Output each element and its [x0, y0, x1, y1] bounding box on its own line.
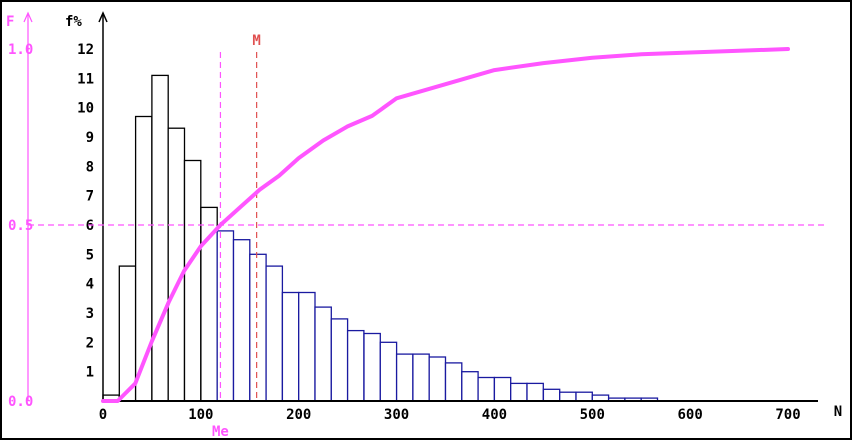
histogram-bar — [395, 353, 414, 402]
axis-label-f-percent: f% — [65, 14, 82, 30]
histogram-bar — [575, 391, 593, 402]
axis-label-N: N — [834, 404, 842, 420]
histogram-bar — [249, 253, 267, 402]
f-tick-label: 7 — [86, 189, 94, 205]
histogram-bar — [379, 341, 398, 402]
histogram-bar — [444, 362, 463, 402]
x-tick-label: 700 — [775, 407, 800, 423]
histogram-bar — [428, 356, 447, 402]
f-tick-label: 9 — [86, 130, 94, 146]
f-tick-label: 6 — [86, 218, 94, 234]
histogram-bar — [298, 291, 316, 402]
F-tick-label: 0.0 — [8, 394, 33, 410]
x-tick-label: 300 — [384, 407, 409, 423]
histogram-bar — [265, 265, 284, 402]
x-tick-label: 100 — [188, 407, 213, 423]
histogram-bar — [216, 230, 235, 402]
histogram-bar — [477, 376, 496, 402]
y-axis-F-arrow-icon — [23, 11, 33, 23]
x-tick-label: 200 — [286, 407, 311, 423]
axis-label-F: F — [6, 14, 14, 30]
f-tick-label: 10 — [77, 101, 94, 117]
histogram-bar — [151, 74, 169, 402]
F-tick-label: 0.5 — [8, 218, 33, 234]
histogram-bar — [346, 329, 365, 402]
f-tick-label: 4 — [86, 277, 94, 293]
f-tick-label: 8 — [86, 159, 94, 175]
x-tick-label: 400 — [482, 407, 507, 423]
histogram-bar — [493, 376, 512, 402]
histogram-bar — [183, 159, 202, 402]
mean-label: M — [252, 33, 260, 49]
x-tick-label: 600 — [677, 407, 702, 423]
histogram-bar — [526, 382, 544, 402]
x-tick-label: 0 — [99, 407, 107, 423]
x-tick-label: 500 — [580, 407, 605, 423]
F-tick-label: 1.0 — [8, 42, 33, 58]
f-tick-label: 5 — [86, 247, 94, 263]
histogram-bar — [510, 382, 528, 402]
histogram-bar — [232, 239, 251, 402]
f-tick-label: 3 — [86, 306, 94, 322]
f-tick-label: 11 — [77, 71, 94, 87]
median-label: Me — [212, 424, 229, 440]
f-tick-label: 12 — [77, 42, 94, 58]
cumulative-curve — [101, 47, 790, 403]
histogram-bar — [281, 291, 300, 402]
histogram-bar — [412, 353, 430, 402]
histogram-bar — [363, 332, 381, 402]
histogram-bar — [118, 265, 137, 402]
histogram-bar — [167, 127, 186, 402]
f-tick-label: 2 — [86, 335, 94, 351]
histogram-bar — [559, 391, 577, 402]
histogram-bar — [330, 318, 349, 402]
histogram-bar — [542, 388, 561, 402]
f-tick-label: 1 — [86, 365, 94, 381]
y-axis-f-arrow-icon — [98, 11, 108, 23]
histogram-bar — [461, 371, 479, 402]
histogram-bar — [314, 306, 332, 402]
